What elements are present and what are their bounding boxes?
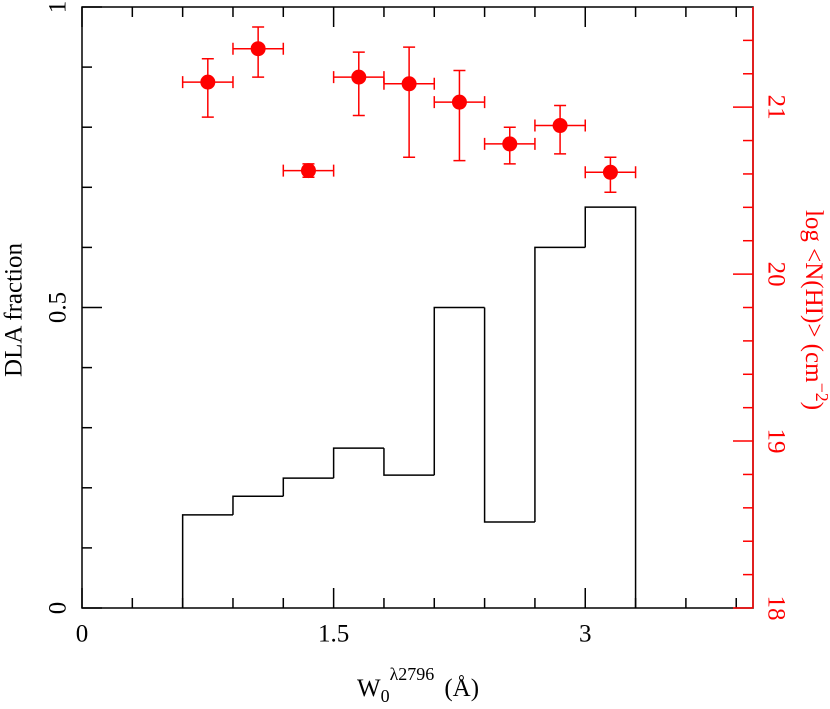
point: [300, 163, 316, 179]
point: [602, 164, 618, 180]
x-title-sup: λ2796: [390, 664, 435, 684]
y-tick-label: 0: [45, 602, 72, 615]
histogram-bin: [282, 477, 334, 497]
y-tick-label: 0.5: [45, 292, 72, 323]
y2-axis-title: log <N(HI)> (cm−2): [800, 210, 830, 410]
y2-tick-label: 19: [762, 429, 789, 454]
y2-tick-label: 20: [762, 262, 789, 287]
point: [552, 118, 568, 134]
point: [451, 94, 467, 110]
x-axis-title: W0λ2796 (Å): [357, 664, 479, 706]
y2-title-text: log <N(HI)> (cm: [800, 210, 827, 383]
y-error-bar: [403, 46, 416, 158]
y2-title-sup: −2: [812, 383, 830, 402]
x-tick-label: 0: [76, 621, 89, 648]
x-title-sub: 0: [381, 686, 390, 706]
point: [200, 74, 216, 90]
histogram-bin: [433, 306, 485, 476]
histogram-bin: [232, 495, 284, 515]
point: [401, 76, 417, 92]
histogram-bin: [383, 448, 435, 476]
point: [250, 41, 266, 57]
x-title-base: W: [357, 675, 381, 702]
y-error-bar: [453, 69, 466, 162]
y2-tick-label: 21: [762, 95, 789, 120]
histogram-bin: [483, 307, 535, 523]
x-title-unit: (Å): [444, 675, 479, 702]
y-axis-title: DLA fraction: [1, 243, 28, 377]
histogram-bin: [584, 206, 637, 608]
y-tick-label: 1: [45, 1, 72, 14]
point: [502, 136, 518, 152]
y2-title-end: ): [800, 402, 827, 410]
y2-tick-label: 18: [762, 596, 789, 621]
histogram-bin: [332, 447, 384, 479]
histogram-bin: [181, 514, 233, 608]
x-tick-label: 3: [579, 621, 592, 648]
histogram-bin: [534, 246, 586, 523]
point: [351, 69, 367, 85]
x-tick-label: 1.5: [318, 621, 349, 648]
